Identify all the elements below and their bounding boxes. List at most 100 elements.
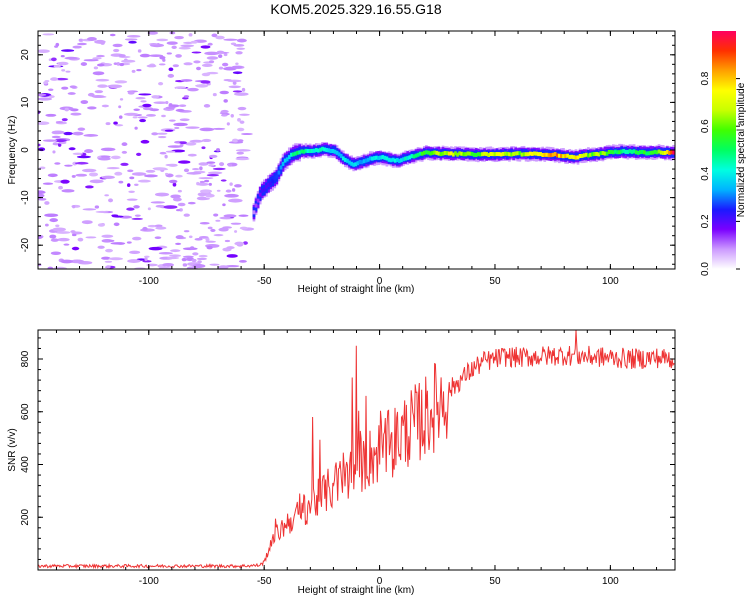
noise-speckle [94, 90, 104, 94]
noise-speckle [57, 237, 70, 242]
ridge-core [420, 151, 424, 156]
noise-speckle [49, 218, 58, 223]
noise-speckle [179, 208, 183, 212]
ridge-core [354, 162, 358, 167]
noise-speckle [176, 209, 181, 212]
noise-speckle [178, 104, 187, 107]
noise-speckle [101, 256, 111, 260]
ridge-core [302, 149, 306, 154]
noise-speckle [205, 237, 210, 242]
noise-speckle [188, 33, 193, 37]
noise-speckle [60, 54, 65, 58]
noise-speckle [238, 113, 250, 116]
noise-speckle [128, 190, 135, 193]
ridge-core [638, 150, 642, 155]
ridge-core [452, 152, 455, 157]
ridge-core [252, 210, 256, 215]
ridge-core [350, 161, 353, 166]
ridge-core [329, 148, 333, 153]
noise-speckle [205, 193, 215, 198]
ridge-core [360, 160, 364, 165]
noise-speckle [212, 167, 226, 171]
noise-speckle [54, 162, 61, 165]
noise-speckle [85, 185, 94, 189]
spectrogram-x-ticks: -100 -50 0 50 100 [55, 31, 658, 287]
noise-speckle [94, 205, 100, 209]
noise-speckle [183, 95, 190, 98]
noise-speckle [104, 194, 109, 197]
ridge-core [543, 152, 547, 157]
noise-speckle [146, 64, 157, 68]
ridge-core [383, 155, 387, 160]
ridge-core [593, 151, 596, 156]
noise-speckle [151, 95, 160, 99]
noise-speckle [146, 113, 157, 117]
noise-speckle [234, 241, 245, 246]
ridge-core [435, 150, 439, 155]
ridge-core [574, 155, 578, 160]
noise-speckle [114, 171, 123, 176]
ridge-core [358, 159, 362, 164]
y-tick-label: 400 [20, 456, 31, 473]
noise-speckle [47, 173, 58, 178]
noise-speckle [219, 162, 225, 167]
noise-speckle [127, 91, 135, 95]
noise-speckle [108, 257, 124, 261]
noise-speckle [121, 59, 136, 63]
ridge-core [379, 155, 383, 160]
noise-speckle [38, 121, 50, 125]
noise-speckle [158, 63, 166, 66]
x-tick-label: -100 [139, 276, 159, 287]
noise-speckle [53, 65, 61, 68]
y-tick-label: -10 [20, 190, 31, 205]
noise-speckle [175, 174, 183, 178]
colorbar-ticks: 0.0 0.2 0.4 0.6 0.8 [700, 71, 740, 276]
ridge-core [595, 151, 599, 156]
ridge-core [325, 148, 329, 153]
ridge-core [578, 154, 582, 159]
noise-speckle [164, 154, 168, 159]
ridge-core [447, 151, 451, 156]
ridge-core [433, 150, 437, 155]
ridge-core [476, 152, 480, 157]
noise-speckle [135, 97, 146, 100]
noise-speckle [77, 127, 86, 131]
noise-speckle [116, 61, 120, 66]
noise-speckle [146, 263, 158, 267]
ridge-core [549, 153, 553, 158]
ridge-core [609, 149, 613, 154]
noise-speckle [226, 122, 230, 126]
noise-speckle [201, 138, 212, 143]
ridge-core [632, 149, 636, 154]
noise-speckle [167, 73, 175, 78]
ridge-core [348, 160, 351, 165]
noise-speckle [168, 179, 178, 184]
ridge-core [481, 152, 484, 157]
noise-speckle [50, 57, 57, 62]
noise-speckle [77, 237, 84, 242]
noise-speckle [155, 226, 167, 230]
ridge-core [375, 155, 378, 160]
noise-speckle [175, 54, 182, 58]
noise-speckle [199, 222, 210, 225]
noise-speckle [229, 182, 233, 186]
noise-speckle [104, 260, 113, 263]
noise-speckle [201, 63, 213, 67]
noise-speckle [218, 54, 223, 58]
noise-speckle [155, 204, 166, 208]
noise-speckle [203, 104, 211, 108]
noise-speckle [179, 141, 187, 145]
ridge-core [636, 150, 640, 155]
ridge-core [260, 188, 264, 193]
noise-speckle [174, 35, 184, 40]
noise-speckle [108, 198, 114, 203]
noise-speckle [137, 116, 148, 119]
ridge-core [275, 174, 279, 179]
noise-speckle [124, 38, 138, 41]
ridge-core [431, 150, 434, 155]
noise-speckle [50, 238, 59, 242]
ridge-core [271, 178, 275, 183]
noise-speckle [50, 77, 59, 81]
noise-speckle [121, 142, 128, 147]
ridge-core [344, 157, 347, 162]
